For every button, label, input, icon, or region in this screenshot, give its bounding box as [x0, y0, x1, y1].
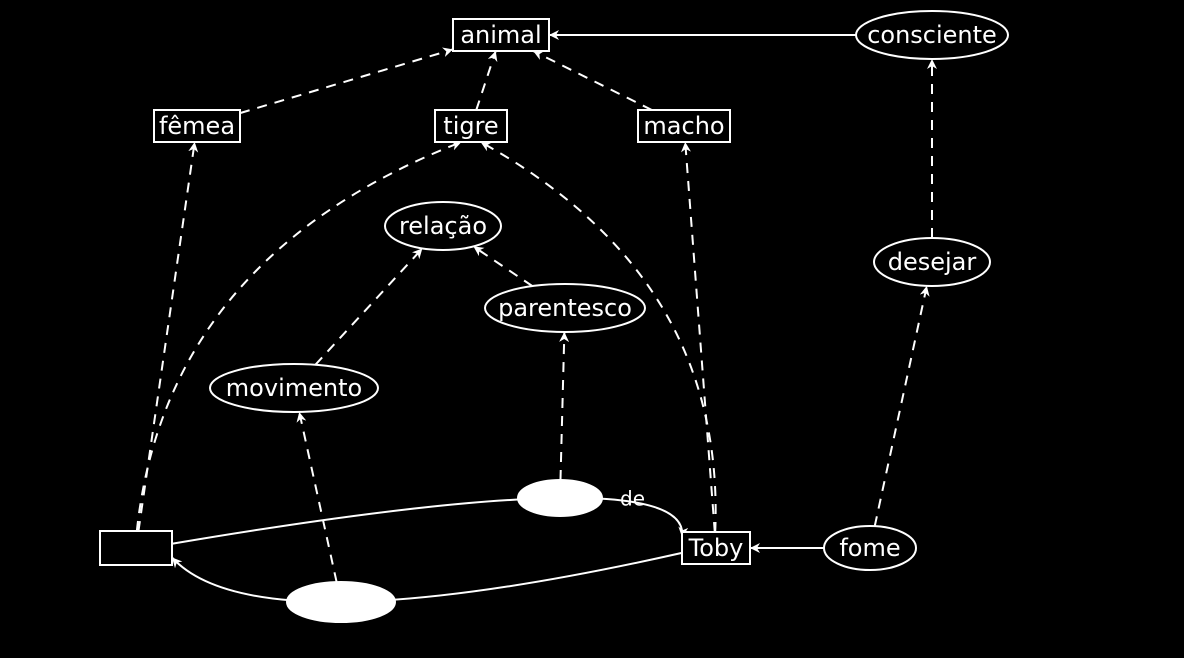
node-label-fome: fome — [839, 534, 900, 562]
edge-macho-animal — [533, 51, 652, 110]
edge-blank1-parentesco — [560, 332, 564, 480]
semantic-network-diagram: animal consciente fêmea tigre macho relação pa… — [0, 0, 1184, 658]
edge-label-blank_rect-toby: de — [620, 487, 645, 511]
node-blank_rect — [100, 531, 172, 565]
edge-blank_rect-toby — [172, 498, 682, 544]
edge-toby-blank_rect — [172, 553, 682, 602]
edge-femea-animal — [240, 49, 453, 113]
node-label-animal: animal — [460, 21, 541, 49]
edge-fome-desejar — [875, 286, 927, 526]
edge-tigre-animal — [476, 51, 495, 110]
node-blank1 — [518, 480, 602, 516]
node-label-relacao: relação — [399, 212, 487, 240]
node-label-parentesco: parentesco — [498, 294, 632, 322]
edge-parentesco-relacao — [473, 246, 532, 286]
node-label-consciente: consciente — [867, 21, 997, 49]
edge-blank2-movimento — [299, 412, 336, 582]
node-label-desejar: desejar — [888, 248, 977, 276]
node-blank2 — [287, 582, 395, 622]
edge-movimento-relacao — [315, 248, 422, 364]
edge-toby-tigre — [481, 142, 716, 532]
node-label-movimento: movimento — [226, 374, 362, 402]
edge-toby-macho — [685, 142, 715, 532]
node-label-macho: macho — [643, 112, 724, 140]
node-label-tigre: tigre — [443, 112, 498, 140]
node-label-femea: fêmea — [159, 112, 235, 140]
node-label-toby: Toby — [688, 534, 744, 562]
